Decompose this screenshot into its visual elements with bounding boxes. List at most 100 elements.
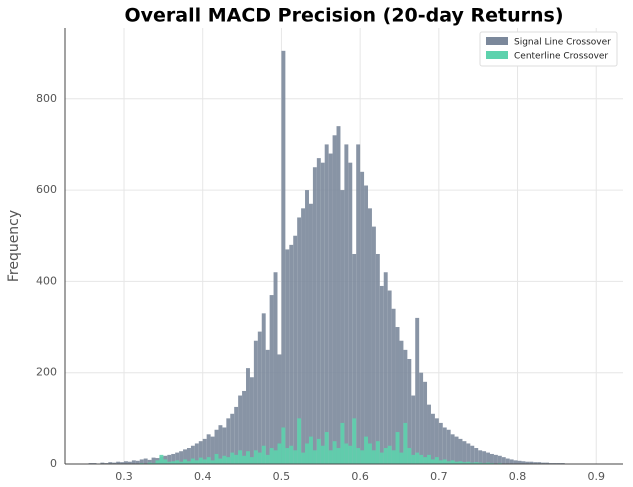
- bar: [139, 459, 144, 464]
- bar: [281, 427, 286, 464]
- bar: [175, 452, 180, 464]
- bar: [493, 454, 498, 464]
- bar: [238, 450, 243, 464]
- bar: [489, 453, 494, 464]
- bar: [352, 418, 357, 464]
- bar: [257, 452, 262, 464]
- bar: [226, 418, 231, 464]
- bar: [360, 171, 365, 464]
- bar: [186, 448, 191, 464]
- bar: [246, 368, 250, 464]
- bar: [151, 457, 156, 464]
- bar: [407, 358, 412, 464]
- bar: [194, 443, 199, 464]
- bar: [320, 445, 325, 464]
- bar: [312, 167, 317, 464]
- bar: [336, 448, 341, 464]
- bar: [442, 427, 447, 464]
- bar: [383, 448, 388, 464]
- bar: [297, 217, 302, 464]
- bar: [454, 436, 459, 464]
- bar: [348, 162, 353, 464]
- bar: [430, 413, 435, 464]
- bar: [486, 452, 490, 464]
- bar: [127, 461, 132, 464]
- bar: [340, 190, 345, 464]
- bar: [521, 461, 526, 464]
- bar: [368, 208, 372, 464]
- legend-swatch: [486, 51, 508, 59]
- y-tick-label: 0: [50, 457, 57, 470]
- bar: [403, 422, 408, 464]
- bar: [434, 457, 439, 464]
- bar: [222, 427, 227, 464]
- bar: [383, 272, 388, 464]
- bar: [470, 462, 475, 464]
- bar: [470, 445, 475, 464]
- bar: [541, 462, 546, 464]
- bar: [391, 308, 396, 464]
- bar: [277, 443, 282, 464]
- bar: [163, 459, 168, 464]
- bar: [179, 451, 184, 464]
- bar: [423, 381, 428, 464]
- legend-label: Centerline Crossover: [514, 52, 608, 62]
- bar: [179, 461, 184, 464]
- bar: [395, 327, 400, 464]
- bar: [509, 459, 514, 464]
- bar: [486, 462, 490, 464]
- x-tick-label: 0.7: [430, 470, 448, 483]
- bar: [462, 462, 467, 464]
- bar: [324, 432, 329, 464]
- bar: [120, 462, 125, 464]
- bar: [312, 450, 317, 464]
- bar: [344, 144, 349, 464]
- bar: [214, 453, 219, 464]
- bar: [387, 290, 392, 464]
- bar: [249, 377, 254, 464]
- bar: [285, 249, 290, 464]
- bar: [301, 452, 306, 464]
- bar: [210, 436, 215, 464]
- bar: [265, 349, 270, 464]
- bar: [458, 461, 463, 464]
- bar: [427, 454, 431, 464]
- bar: [116, 461, 121, 464]
- bar: [183, 449, 187, 464]
- bar: [210, 460, 215, 464]
- bar: [198, 457, 203, 464]
- bar: [379, 452, 384, 464]
- bar: [371, 450, 376, 464]
- bar: [387, 445, 392, 464]
- bar: [438, 422, 443, 464]
- y-axis-label: Frequency: [6, 210, 22, 282]
- bar: [206, 457, 211, 464]
- bar: [308, 203, 313, 464]
- bar: [308, 436, 313, 464]
- bar: [474, 448, 479, 464]
- bar: [261, 313, 266, 464]
- legend-box: [479, 31, 618, 67]
- bar: [324, 144, 329, 464]
- bar: [328, 450, 333, 464]
- bar: [175, 460, 180, 464]
- bar: [190, 458, 195, 464]
- bar: [230, 452, 235, 464]
- bar: [316, 438, 321, 464]
- bar: [423, 457, 428, 464]
- bar: [206, 434, 211, 464]
- bar: [269, 295, 274, 464]
- bar: [202, 438, 207, 464]
- bar: [340, 422, 345, 464]
- bar: [218, 425, 223, 464]
- bar: [364, 436, 369, 464]
- bar: [348, 445, 353, 464]
- bar: [391, 450, 396, 464]
- bar: [419, 372, 424, 464]
- bar: [147, 459, 152, 464]
- bar: [234, 454, 239, 464]
- bar: [356, 448, 361, 464]
- bar: [238, 395, 243, 464]
- bar: [253, 340, 258, 464]
- bar: [497, 455, 502, 464]
